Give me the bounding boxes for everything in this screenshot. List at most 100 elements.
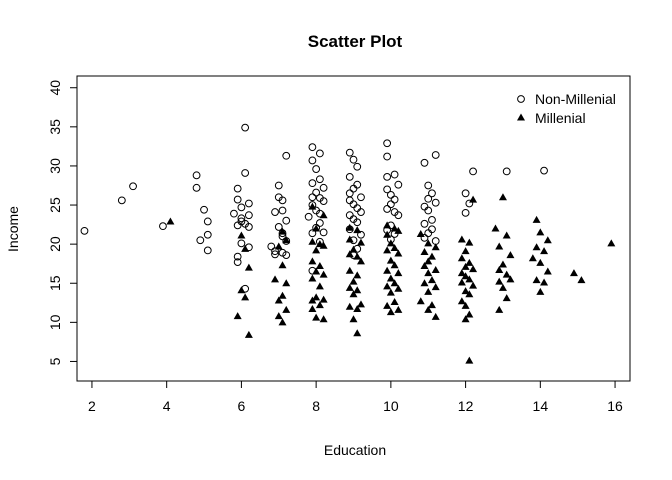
- point-non-millenial: [383, 205, 392, 213]
- legend-label-non-millenial: Non-Millenial: [535, 91, 616, 107]
- point-millenial: [457, 269, 466, 277]
- point-millenial: [244, 263, 253, 271]
- point-millenial: [424, 269, 433, 277]
- point-millenial: [577, 276, 586, 284]
- point-millenial: [502, 294, 511, 302]
- point-millenial: [495, 277, 504, 285]
- point-non-millenial: [420, 158, 429, 167]
- point-millenial: [431, 312, 440, 320]
- point-millenial: [532, 215, 541, 223]
- point-millenial: [241, 244, 250, 252]
- point-millenial: [424, 305, 433, 313]
- point-non-millenial: [315, 149, 324, 158]
- point-non-millenial: [312, 165, 321, 173]
- point-millenial: [386, 308, 395, 316]
- point-millenial: [543, 267, 552, 275]
- point-millenial: [383, 266, 392, 274]
- point-non-millenial: [424, 206, 433, 215]
- point-millenial: [166, 217, 175, 225]
- y-tick-label: 30: [47, 158, 63, 174]
- point-millenial: [353, 305, 362, 313]
- point-millenial: [345, 223, 354, 231]
- y-tick-label: 15: [47, 275, 63, 291]
- point-non-millenial: [431, 198, 440, 207]
- point-non-millenial: [271, 247, 279, 256]
- point-millenial: [394, 305, 403, 313]
- point-millenial: [461, 262, 470, 270]
- point-non-millenial: [383, 185, 392, 194]
- point-millenial: [282, 305, 291, 313]
- point-non-millenial: [394, 180, 403, 189]
- point-millenial: [356, 238, 365, 246]
- point-millenial: [278, 318, 287, 326]
- y-axis: 5 10 15 20 25 30 35 40: [47, 80, 78, 365]
- point-millenial: [237, 286, 246, 294]
- point-non-millenial: [312, 188, 321, 197]
- point-millenial: [315, 282, 324, 290]
- point-millenial: [274, 296, 283, 304]
- point-non-millenial: [431, 151, 440, 159]
- point-non-millenial: [394, 211, 403, 220]
- point-non-millenial: [386, 200, 395, 209]
- point-non-millenial: [200, 205, 208, 214]
- point-millenial: [498, 260, 507, 268]
- point-millenial: [390, 298, 399, 306]
- point-non-millenial: [349, 155, 358, 164]
- point-millenial: [383, 301, 392, 309]
- point-millenial: [498, 193, 507, 201]
- point-non-millenial: [319, 197, 328, 206]
- point-millenial: [319, 315, 328, 323]
- point-millenial: [461, 287, 470, 295]
- point-non-millenial: [244, 223, 253, 231]
- point-millenial: [420, 279, 429, 287]
- point-millenial: [349, 290, 358, 298]
- point-millenial: [469, 281, 478, 289]
- point-millenial: [465, 356, 474, 364]
- point-non-millenial: [282, 216, 291, 225]
- point-millenial: [383, 282, 392, 290]
- point-millenial: [431, 265, 440, 273]
- point-non-millenial: [345, 211, 354, 220]
- point-non-millenial: [319, 228, 328, 237]
- point-non-millenial: [271, 250, 279, 259]
- x-tick-label: 2: [88, 398, 96, 414]
- point-non-millenial: [345, 148, 354, 157]
- point-non-millenial: [308, 229, 317, 238]
- point-millenial: [461, 301, 470, 309]
- point-millenial: [312, 246, 321, 254]
- point-non-millenial: [357, 208, 365, 216]
- point-millenial: [431, 243, 440, 251]
- point-non-millenial: [308, 193, 317, 202]
- point-millenial: [278, 261, 287, 269]
- point-non-millenial: [502, 167, 511, 176]
- x-tick-label: 16: [607, 398, 623, 414]
- point-millenial: [540, 247, 549, 255]
- point-non-millenial: [203, 217, 212, 226]
- point-millenial: [241, 293, 250, 301]
- point-millenial: [383, 230, 392, 238]
- point-millenial: [465, 310, 474, 318]
- point-non-millenial: [353, 162, 362, 171]
- point-non-millenial: [383, 139, 392, 148]
- x-axis-label: Education: [324, 442, 386, 458]
- point-non-millenial: [196, 236, 205, 245]
- point-non-millenial: [308, 156, 317, 165]
- point-millenial: [312, 293, 321, 301]
- point-millenial: [465, 290, 474, 298]
- point-millenial: [532, 276, 541, 284]
- point-millenial: [465, 258, 474, 266]
- point-non-millenial: [241, 123, 250, 132]
- point-non-millenial: [233, 258, 242, 267]
- point-millenial: [308, 257, 317, 265]
- point-millenial: [278, 291, 287, 299]
- point-millenial: [345, 283, 354, 291]
- point-millenial: [427, 252, 436, 260]
- point-millenial: [390, 244, 399, 252]
- point-non-millenial: [203, 246, 212, 255]
- point-millenial: [308, 274, 317, 282]
- point-millenial: [607, 239, 616, 247]
- point-non-millenial: [469, 167, 477, 176]
- point-millenial: [390, 224, 399, 232]
- point-millenial: [312, 224, 321, 232]
- point-non-millenial: [203, 230, 212, 239]
